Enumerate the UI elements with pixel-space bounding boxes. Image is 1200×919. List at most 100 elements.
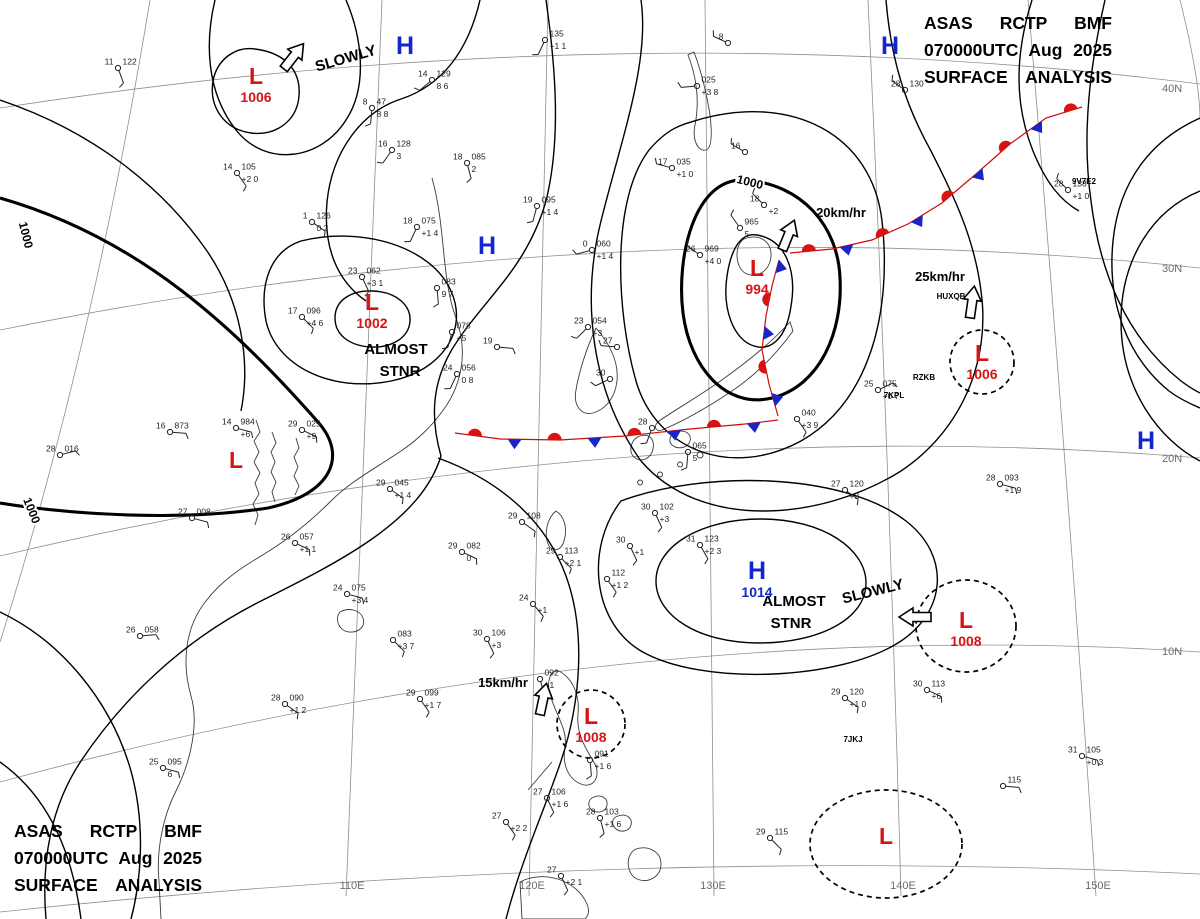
wind-barb-icon [561,558,572,569]
wind-barb-icon [286,705,299,714]
low-pressure-value: 994 [745,281,769,297]
station-tendency: +1 4 [542,207,559,217]
high-pressure-symbol: H [881,32,899,60]
station-pressure: 040 [802,408,816,418]
station-circle-icon [159,764,167,772]
longitude-label: 140E [890,880,916,892]
wind-barb-icon [561,878,569,891]
wind-barb-icon [892,382,898,388]
title-block-bottom-left: ASAS RCTP BMF 070000UTC Aug 2025 SURFACE… [14,818,202,899]
station-tendency: +2 3 [705,546,722,556]
weather-station-plot: 25 095 6 [149,757,182,780]
chart-type: SURFACE ANALYSIS [14,875,202,896]
weather-station-plot: 25 075 +0 7 [864,379,900,402]
station-temperature: 19 [483,336,493,346]
station-circle-icon [541,36,549,44]
cold-front-triangle-icon [910,214,923,228]
station-tendency: +4 6 [307,318,324,328]
annotation-label: 7KPL [884,391,905,400]
weather-station-plot: 091 +1 6 [586,749,612,780]
warm-front-semicircle-icon [998,140,1012,153]
latitude-label: 20N [1162,453,1182,465]
isobar-dashed [556,689,626,759]
low-pressure-symbol: L [365,289,379,315]
station-tendency: +3 9 [802,420,819,430]
station-circle-icon [588,246,596,254]
station-tendency: 2 [472,164,477,174]
station-circle-icon [413,223,421,231]
station-circle-icon [298,313,306,321]
station-pressure: 138 [1073,179,1087,189]
station-tendency: +1 4 [597,251,614,261]
wind-barb-icon [238,174,247,187]
isobar [0,196,335,517]
movement-arrow-icon [897,606,932,628]
wind-barb-icon [1002,484,1016,489]
coastline [637,479,643,486]
wind-barb-icon [155,634,160,640]
station-pressure: 965 [745,217,759,227]
station-circle-icon [428,76,436,84]
station-tendency: 8 6 [437,81,449,91]
wind-barb-icon [433,303,439,308]
coastline [612,814,632,832]
station-circle-icon [136,632,144,640]
station-pressure: 054 [593,316,607,326]
movement-arrow-icon [777,218,799,253]
wind-barb-icon [681,85,695,88]
weather-station-plot: 26 057 +1 1 [281,532,317,556]
weather-station-plot: 27 106 +1 6 [533,787,569,818]
wind-barb-icon [172,431,186,434]
longitude-line [345,0,383,897]
wind-barb-icon [929,690,942,698]
wind-barb-icon [686,454,689,468]
wind-barb-icon [1084,756,1098,761]
station-temperature: 29 [376,478,386,488]
coastline [627,847,662,881]
wind-barb-icon [576,328,587,339]
latitude-line [0,246,1200,331]
high-pressure-symbol: H [396,32,414,60]
wind-barb-icon [206,522,210,529]
wind-barb-icon [512,348,516,355]
isobar-dashed [949,329,1015,395]
station-temperature: 28 [46,444,56,454]
isobar [0,611,142,919]
station-tendency: 0 2 [317,223,329,233]
station-circle-icon [693,82,701,90]
low-pressure-symbol: L [879,823,893,849]
station-pressure: 873 [175,421,189,431]
cold-front-triangle-icon [839,244,854,256]
station-pressure: 056 [462,363,476,373]
isobar [1086,0,1200,394]
weather-station-plot: 0 060 +1 4 [572,239,614,261]
station-tendency: +1 [545,680,555,690]
annotation-label: ALMOST [762,593,825,610]
coastline [677,461,683,468]
station-circle-icon [766,834,774,842]
station-tendency: +1 2 [612,580,629,590]
station-tendency: +1 2 [290,705,307,715]
station-pressure: 102 [660,502,674,512]
warm-front-semicircle-icon [627,428,642,436]
station-circle-icon [684,448,692,456]
station-pressure: 129 [437,69,451,79]
isobar [1120,190,1200,462]
wind-barb-icon [612,591,617,598]
station-tendency: +3 [850,491,860,501]
movement-arrows [279,42,983,717]
longitude-line [528,0,549,897]
weather-station-plot: 27 120 +3 [831,479,864,506]
low-pressure-value: 1008 [575,729,606,745]
station-circle-icon [603,575,611,583]
cold-front-triangle-icon [507,439,522,450]
low-pressure-symbol: L [750,255,764,281]
annotation-label: SLOWLY [840,576,905,608]
wind-barb-icon [62,450,76,455]
weather-station-plot: 115 [999,775,1022,794]
station-circle-icon [606,375,614,383]
isobar [263,235,457,385]
station-pressure: 090 [290,693,304,703]
